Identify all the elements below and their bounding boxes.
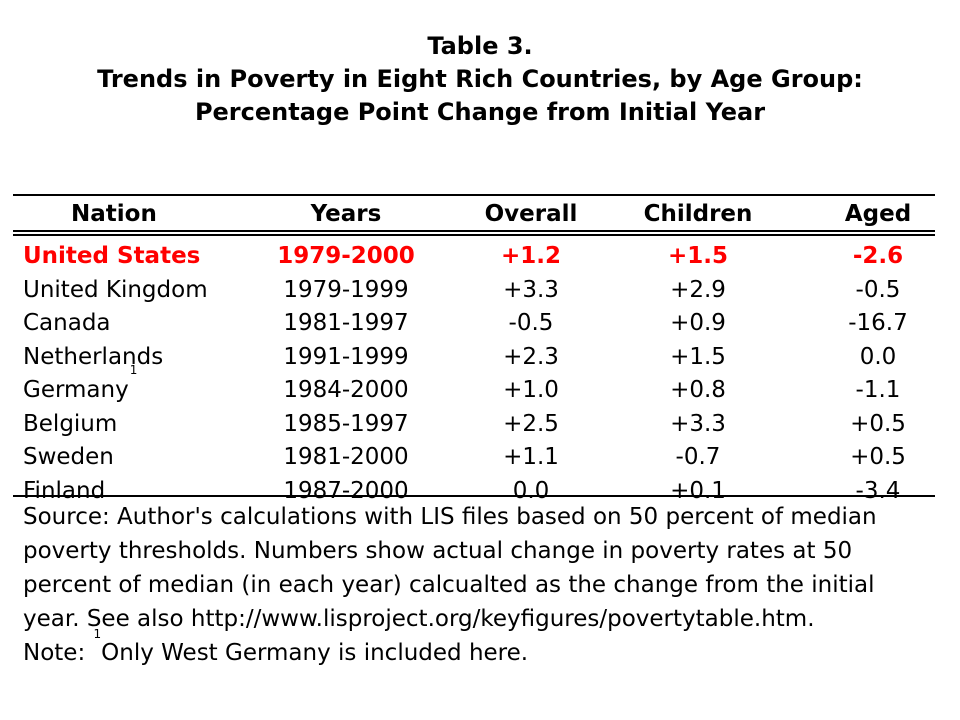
cell-years: 1979-1999: [283, 276, 409, 303]
header-rule-upper: [13, 230, 935, 232]
table-notes: Source: Author's calculations with LIS f…: [23, 500, 923, 670]
title-main: Trends in Poverty in Eight Rich Countrie…: [97, 65, 863, 93]
cell-children: +1.5: [670, 343, 726, 370]
nation-name: Netherlands: [23, 343, 164, 370]
cell-aged: +0.5: [850, 410, 906, 437]
note-prefix: Note:: [23, 640, 93, 666]
footnote-marker: 1: [129, 363, 138, 377]
cell-nation: United Kingdom: [23, 273, 208, 307]
cell-aged: -2.6: [852, 243, 904, 269]
table-row: United Kingdom 1979-1999 +3.3 +2.9 -0.5: [13, 273, 935, 307]
cell-years: 1991-1999: [283, 343, 409, 370]
cell-aged: -0.5: [855, 276, 901, 303]
table-row: Sweden 1981-2000 +1.1 -0.7 +0.5: [13, 440, 935, 474]
note-footnote-marker: 1: [93, 627, 102, 641]
table-row: Finland 1987-2000 0.0 +0.1 -3.4: [13, 474, 935, 508]
nation-name: Germany: [23, 377, 129, 403]
note-text: Only West Germany is included here.: [101, 640, 529, 666]
cell-children: +0.9: [670, 310, 726, 336]
cell-overall: +2.5: [503, 410, 559, 437]
cell-nation: Finland: [23, 474, 105, 508]
cell-nation: Sweden: [23, 440, 114, 474]
cell-overall: +1.1: [503, 444, 559, 470]
source-line-2: poverty thresholds. Numbers show actual …: [23, 538, 853, 564]
cell-children: -0.7: [675, 444, 721, 470]
table-row: Canada 1981-1997 -0.5 +0.9 -16.7: [13, 306, 935, 340]
cell-overall: +2.3: [503, 343, 559, 370]
nation-name: Belgium: [23, 410, 118, 437]
cell-nation: Netherlands: [23, 340, 163, 374]
cell-overall: -0.5: [508, 310, 554, 336]
table-row: Netherlands 1991-1999 +2.3 +1.5 0.0: [13, 340, 935, 374]
cell-overall: 0.0: [512, 477, 550, 504]
cell-aged: -1.1: [855, 377, 901, 403]
table-header-row: Nation Years Overall Children Aged: [13, 197, 935, 231]
cell-years: 1981-1997: [283, 310, 409, 336]
header-years: Years: [310, 201, 382, 227]
cell-children: +2.9: [670, 276, 726, 303]
source-line-3: percent of median (in each year) calcual…: [23, 572, 875, 598]
cell-years: 1985-1997: [283, 410, 409, 437]
nation-name: United States: [23, 243, 201, 269]
nation-name: Sweden: [23, 444, 114, 470]
cell-nation: Germany1: [23, 364, 137, 407]
table-bottom-rule: [13, 495, 935, 497]
cell-overall: +3.3: [503, 276, 559, 303]
table-title: Table 3. Trends in Poverty in Eight Rich…: [0, 30, 960, 129]
cell-years: 1979-2000: [277, 243, 415, 269]
cell-children: +0.8: [670, 377, 726, 403]
cell-aged: -3.4: [855, 477, 901, 504]
nation-name: United Kingdom: [23, 276, 208, 303]
header-nation: Nation: [71, 201, 157, 227]
cell-children: +0.1: [670, 477, 726, 504]
header-overall: Overall: [484, 201, 578, 227]
title-table-number: Table 3.: [427, 32, 533, 60]
cell-overall: +1.2: [500, 243, 561, 269]
nation-name: Finland: [23, 477, 106, 504]
table-row: Germany1 1984-2000 +1.0 +0.8 -1.1: [13, 364, 935, 407]
cell-children: +3.3: [670, 410, 726, 437]
cell-aged: -16.7: [848, 310, 908, 336]
cell-nation: United States: [23, 239, 200, 273]
cell-years: 1984-2000: [283, 377, 409, 403]
cell-years: 1987-2000: [283, 477, 409, 504]
cell-nation: Canada: [23, 306, 111, 340]
header-aged: Aged: [844, 201, 912, 227]
cell-nation: Belgium: [23, 407, 117, 441]
header-rule-lower: [13, 234, 935, 236]
nation-name: Canada: [23, 310, 111, 336]
table-top-rule: [13, 194, 935, 196]
footnote-line: Note: 1Only West Germany is included her…: [23, 628, 923, 670]
title-subtitle: Percentage Point Change from Initial Yea…: [194, 98, 766, 126]
source-line-4: year. See also http://www.lisproject.org…: [23, 606, 815, 632]
cell-aged: 0.0: [859, 343, 897, 370]
cell-children: +1.5: [667, 243, 728, 269]
cell-aged: +0.5: [850, 444, 906, 470]
cell-overall: +1.0: [503, 377, 559, 403]
header-children: Children: [643, 201, 753, 227]
table-row: Belgium 1985-1997 +2.5 +3.3 +0.5: [13, 407, 935, 441]
source-line-1: Source: Author's calculations with LIS f…: [23, 504, 877, 530]
cell-years: 1981-2000: [283, 444, 409, 470]
table-row: United States 1979-2000 +1.2 +1.5 -2.6: [13, 239, 935, 273]
